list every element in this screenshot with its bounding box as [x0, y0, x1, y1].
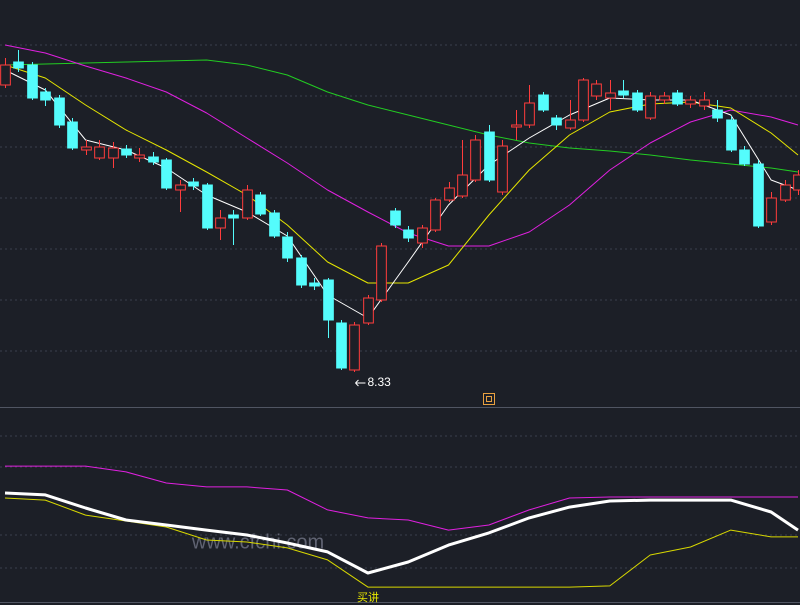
indicator-line — [4, 491, 799, 575]
ma-line — [4, 59, 799, 173]
candle-body — [672, 92, 683, 105]
candle-body — [793, 174, 800, 191]
candle-body — [175, 184, 186, 191]
signal-label: 买讲 — [357, 590, 379, 604]
candle-body — [121, 148, 132, 156]
candle-body — [81, 146, 92, 151]
candle-body — [470, 139, 481, 181]
low-label: 8.33 — [367, 375, 391, 389]
candle-body — [255, 194, 266, 215]
candle-body — [645, 95, 656, 119]
low-arrow-head — [355, 379, 359, 387]
candle-body — [349, 324, 360, 371]
candle-body — [605, 92, 616, 99]
candle-body — [699, 99, 710, 107]
candle-body — [685, 99, 696, 105]
candle-body — [538, 94, 549, 111]
candle-body — [497, 145, 508, 193]
candle-body — [228, 214, 239, 219]
price-panel: 8.33 — [0, 44, 800, 389]
candle-body — [444, 187, 455, 201]
candle-body — [578, 79, 589, 121]
candle-body — [484, 131, 495, 181]
candle-body — [390, 210, 401, 226]
candle-body — [551, 117, 562, 126]
candle-body — [282, 236, 293, 259]
candle-body — [323, 279, 334, 321]
candle-body — [739, 149, 750, 165]
candle-body — [632, 92, 643, 111]
candle-body — [13, 61, 24, 69]
candle-body — [202, 184, 213, 229]
candle-body — [296, 257, 307, 286]
candle-body — [376, 245, 387, 301]
candle-body — [726, 119, 737, 151]
candle-body — [134, 154, 145, 159]
candle-body — [242, 189, 253, 219]
candle-body — [430, 199, 441, 231]
candle-body — [457, 174, 468, 197]
indicator-panel — [4, 465, 799, 588]
candle-body — [27, 64, 38, 99]
candle-body — [659, 95, 670, 101]
icon-inner — [486, 396, 492, 402]
candle-body — [336, 322, 347, 369]
candle-body — [524, 102, 535, 126]
candle-body — [269, 212, 280, 237]
candle-body — [618, 90, 629, 96]
candle-body — [161, 159, 172, 189]
candle-body — [403, 229, 414, 239]
icon-frame — [483, 393, 495, 405]
indicator-line — [5, 465, 798, 531]
candle-body — [417, 227, 428, 244]
candle-body — [753, 163, 764, 227]
watermark: www.cfchi.com — [191, 531, 324, 553]
candle-body — [712, 109, 723, 119]
panel-icon — [483, 393, 495, 405]
candle-body — [108, 147, 119, 159]
candle-body — [0, 64, 11, 86]
candle-body — [591, 83, 602, 97]
candle-body — [215, 217, 226, 229]
candle-body — [565, 119, 576, 129]
candle-body — [94, 146, 105, 159]
candle-body — [67, 121, 78, 149]
candle-body — [363, 297, 374, 324]
candle-body — [309, 282, 320, 287]
candle-body — [40, 91, 51, 101]
candle-body — [148, 156, 159, 163]
candle-body — [511, 124, 522, 128]
candle-body — [188, 181, 199, 187]
candle-body — [780, 184, 791, 201]
candle-body — [54, 97, 65, 126]
candle-body — [766, 197, 777, 223]
